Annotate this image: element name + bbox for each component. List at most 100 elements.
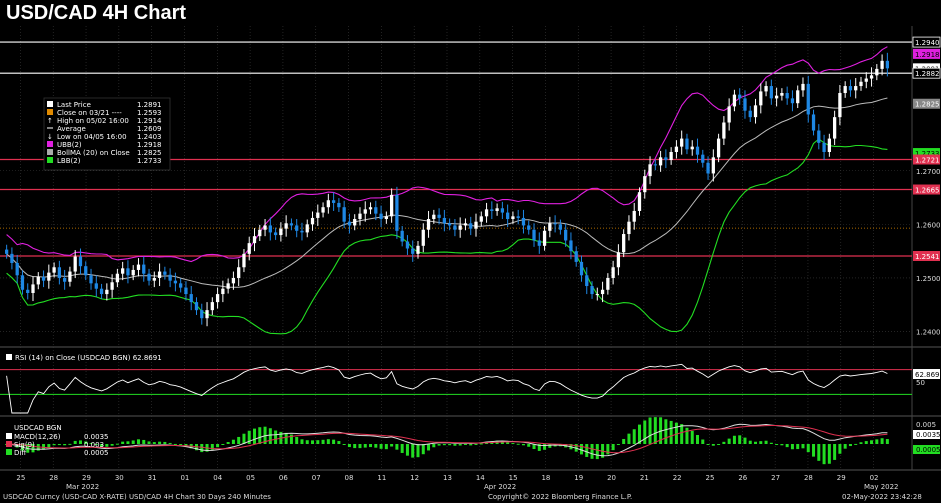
macd-diff-bar: [748, 440, 752, 444]
macd-diff-bar: [611, 444, 615, 451]
x-day-label: 05: [246, 474, 255, 482]
macd-diff-bar: [880, 438, 884, 444]
candle-body: [701, 154, 705, 163]
macd-diff-bar: [321, 439, 325, 444]
candle-body: [458, 225, 462, 230]
candle-body: [273, 232, 278, 236]
candle-body: [748, 110, 752, 118]
x-day-label: 21: [640, 474, 649, 482]
x-day-label: 08: [345, 474, 354, 482]
candle-body: [706, 162, 710, 174]
candle-body: [363, 209, 367, 214]
macd-diff-bar: [532, 444, 536, 450]
candle-body: [374, 207, 378, 214]
x-day-label: 22: [673, 474, 682, 482]
candle-body: [389, 194, 394, 217]
macd-diff-bar: [184, 444, 188, 447]
macd-diff-bar: [337, 441, 341, 444]
price-label-box: [913, 148, 940, 159]
candle-body: [832, 117, 837, 139]
candle-body: [463, 223, 468, 226]
candle-body: [780, 93, 784, 96]
macd-diff-bar: [390, 444, 394, 447]
candle-body: [78, 256, 83, 267]
macd-diff-bar: [664, 419, 668, 444]
rsi-panel: RSI (14) on Close (USDCAD BGN) 62.8691 62…: [0, 354, 941, 414]
legend-swatch: [47, 149, 53, 155]
candle-body: [142, 264, 146, 274]
macd-diff-bar: [627, 433, 631, 444]
macd-diff-bar: [47, 444, 51, 448]
candle-body: [785, 93, 789, 99]
candle-body: [532, 229, 536, 241]
candle-body: [448, 223, 452, 226]
candle-body: [637, 192, 642, 211]
candle-body: [84, 266, 88, 276]
macd-diff-bar: [358, 444, 362, 449]
candle-body: [653, 164, 657, 166]
macd-diff-bar: [289, 434, 293, 444]
macd-diff-bar: [131, 440, 135, 444]
candle-body: [337, 202, 341, 208]
macd-diff-bar: [674, 422, 678, 444]
candle-body: [474, 221, 478, 229]
macd-diff-bar: [870, 440, 874, 444]
candle-body: [131, 269, 135, 276]
macd-diff-bar: [110, 444, 114, 446]
legend-row: Average 1.2609: [47, 125, 162, 133]
macd-diff-bar: [432, 444, 436, 448]
macd-diff-bar: [738, 435, 742, 444]
macd-diff-bar: [812, 444, 816, 457]
candle-body: [73, 256, 77, 272]
macd-diff-bar: [759, 441, 763, 444]
macd-diff-bar: [379, 444, 383, 449]
macd-diff-bar: [100, 444, 104, 447]
candle-body: [231, 277, 236, 284]
macd-diff-bar: [785, 444, 789, 448]
macd-diff-bar: [242, 433, 246, 444]
macd-diff-bar: [42, 444, 46, 450]
candle-body: [321, 207, 325, 213]
price-label-box: [913, 48, 940, 59]
macd-diff-bar: [479, 443, 483, 445]
macd-diff-bar: [859, 442, 863, 444]
legend-row: BollMA (20) on Close 1.2825: [47, 149, 162, 157]
macd-diff-bar: [722, 441, 726, 444]
macd-diff-bar: [332, 439, 336, 444]
macd-diff-bar: [416, 444, 420, 458]
lower-band-line: [6, 138, 888, 335]
price-label-box: [912, 67, 941, 79]
macd-diff-bar: [253, 428, 257, 444]
macd-diff-bar: [136, 439, 140, 444]
candle-body: [722, 122, 726, 139]
macd-diff-bar: [632, 429, 636, 444]
footer-bar: USDCAD Curncy (USD-CAD X-RATE) USD/CAD 4…: [0, 492, 941, 503]
candle-body: [843, 86, 847, 94]
candle-body: [585, 275, 589, 287]
candle-body: [105, 289, 109, 295]
candle-body: [590, 286, 594, 295]
candle-body: [384, 216, 388, 220]
macd-diff-bar: [537, 444, 541, 451]
candle-body: [516, 216, 520, 218]
macd-diff-bar: [764, 440, 768, 444]
x-month-label: May 2022: [864, 483, 899, 491]
legend-value: 1.2825: [137, 149, 162, 157]
macd-diff-bar: [727, 438, 731, 444]
price-label: 1.2733: [913, 148, 940, 159]
candle-body: [421, 229, 425, 246]
macd-row-swatch: [6, 433, 12, 439]
macd-diff-bar: [500, 441, 504, 444]
candle-body: [822, 142, 826, 152]
candle-body: [690, 146, 694, 150]
macd-diff-bar: [732, 435, 736, 444]
candle-body: [627, 221, 631, 235]
macd-diff-bar: [548, 444, 552, 448]
candle-body: [521, 217, 526, 226]
grid-lines: [0, 26, 912, 470]
macd-diff-bar: [52, 444, 56, 446]
macd-diff-bar: [458, 444, 462, 446]
candle-body: [564, 229, 568, 241]
rsi-label: RSI (14) on Close (USDCAD BGN) 62.8691: [15, 354, 162, 362]
candle-body: [63, 277, 67, 282]
